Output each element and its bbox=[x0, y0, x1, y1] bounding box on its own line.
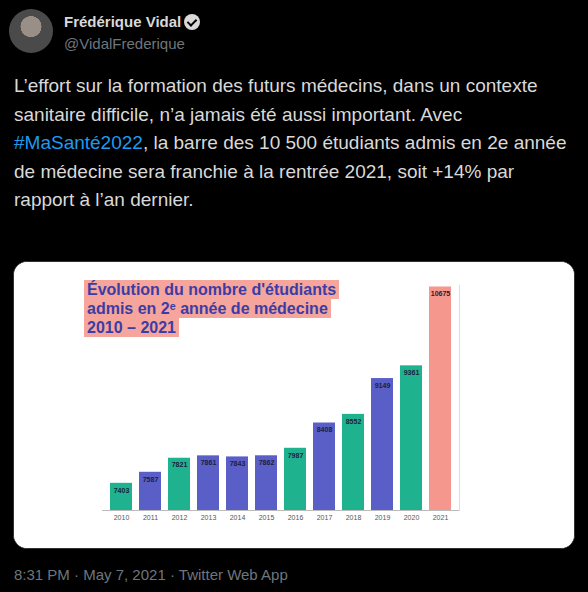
svg-text:2018: 2018 bbox=[346, 514, 362, 521]
svg-text:9149: 9149 bbox=[375, 382, 391, 389]
svg-text:2012: 2012 bbox=[172, 514, 188, 521]
html-text:2010 – 2021: 2010 – 2021 bbox=[87, 319, 176, 336]
svg-text:10675: 10675 bbox=[431, 290, 451, 297]
svg-text:8552: 8552 bbox=[346, 418, 362, 425]
svg-text:2016: 2016 bbox=[288, 514, 304, 521]
svg-text:9361: 9361 bbox=[404, 369, 420, 376]
html-text:admis en 2ᵉ année de médecine: admis en 2ᵉ année de médecine bbox=[87, 300, 328, 317]
svg-text:2019: 2019 bbox=[375, 514, 391, 521]
html-text:8:31 PM · May 7, 2021 · Twitte: 8:31 PM · May 7, 2021 · Twitter Web App bbox=[14, 566, 288, 583]
svg-text:7987: 7987 bbox=[288, 452, 304, 459]
html-text:Frédérique Vidal: Frédérique Vidal bbox=[64, 13, 182, 30]
svg-text:7861: 7861 bbox=[201, 459, 217, 466]
svg-text:7587: 7587 bbox=[143, 476, 159, 483]
svg-text:2014: 2014 bbox=[230, 514, 246, 521]
html-text:#MaSanté2022, la barre des 10: #MaSanté2022, la barre des 10 500 étudia… bbox=[14, 132, 567, 210]
svg-text:8408: 8408 bbox=[317, 426, 333, 433]
svg-text:2020: 2020 bbox=[404, 514, 420, 521]
svg-text:2010: 2010 bbox=[114, 514, 130, 521]
svg-text:7403: 7403 bbox=[114, 487, 130, 494]
svg-text:7843: 7843 bbox=[230, 460, 246, 467]
svg-text:2015: 2015 bbox=[259, 514, 275, 521]
svg-text:2011: 2011 bbox=[143, 514, 158, 521]
svg-text:2021: 2021 bbox=[433, 514, 449, 521]
html-text:Évolution du nombre d'étudiant: Évolution du nombre d'étudiants bbox=[87, 281, 337, 298]
html-text:@VidalFrederique: @VidalFrederique bbox=[64, 35, 185, 52]
svg-text:2013: 2013 bbox=[201, 514, 217, 521]
html-text:L’effort sur la formation des: L’effort sur la formation des futurs méd… bbox=[14, 75, 538, 125]
svg-text:7862: 7862 bbox=[259, 459, 275, 466]
svg-text:7821: 7821 bbox=[172, 461, 188, 468]
svg-text:2017: 2017 bbox=[317, 514, 333, 521]
